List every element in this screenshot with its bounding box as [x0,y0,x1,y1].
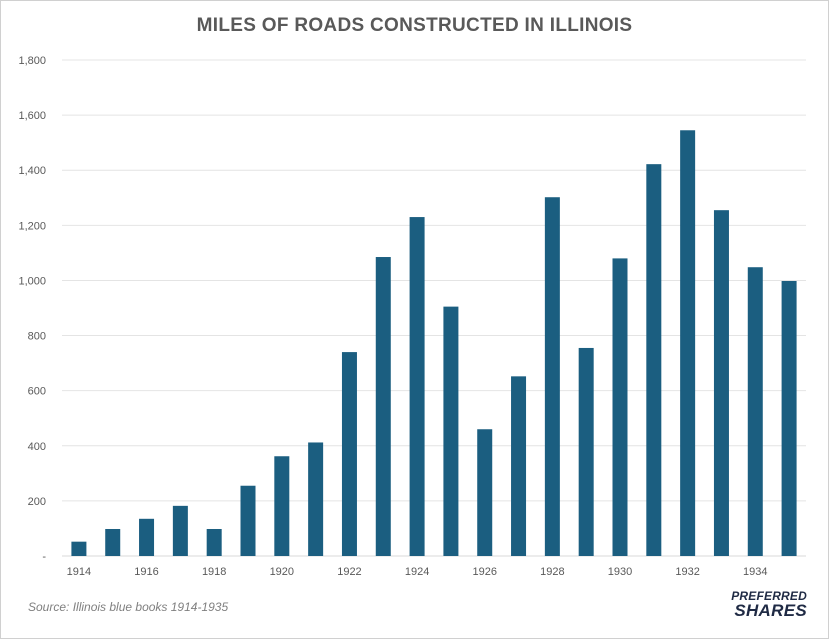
x-tick-label: 1922 [337,566,361,578]
bar-1927 [511,376,527,556]
x-tick-label: 1918 [202,566,226,578]
x-tick-label: 1930 [608,566,632,578]
x-tick-label: 1914 [67,566,91,578]
bar-1929 [578,347,594,556]
bar-1931 [646,164,662,556]
y-tick-label: 1,800 [18,55,46,67]
bar-1926 [477,429,493,556]
x-tick-label: 1924 [405,566,429,578]
source-note: Source: Illinois blue books 1914-1935 [28,600,229,614]
y-tick-label: 1,000 [18,275,46,287]
x-tick-label: 1934 [743,566,767,578]
y-tick-label: 1,400 [18,165,46,177]
bar-1934 [747,267,763,556]
x-tick-label: 1916 [134,566,158,578]
preferred-shares-logo: PREFERRED SHARES [731,590,807,619]
x-axis-ticks: 1914 1916 1918 1920 1922 1924 1926 1928 1930 1932… [67,566,768,578]
x-tick-label: 1932 [675,566,699,578]
bar-1917 [172,505,188,556]
y-tick-label: 600 [28,386,46,398]
y-axis-ticks: - 200 400 600 800 1,000 1,200 1,400 1,600 1,800 [18,55,46,563]
bar-1928 [544,197,560,556]
bar-1918 [206,528,222,556]
bar-1914 [71,541,87,556]
bar-1915 [105,528,121,556]
bar-1916 [139,518,155,556]
bar-1930 [612,258,628,556]
logo-line-preferred: PREFERRED [731,589,807,603]
x-tick-label: 1926 [472,566,496,578]
chart-title: MILES OF ROADS CONSTRUCTED IN ILLINOIS [196,15,633,36]
x-tick-label: 1920 [270,566,294,578]
bar-1925 [443,306,459,556]
bar-1921 [308,442,324,556]
y-tick-label: 800 [28,331,46,343]
logo-line-shares: SHARES [734,601,807,620]
bar-1922 [341,352,357,556]
bar-1919 [240,485,256,556]
y-tick-label: 400 [28,441,46,453]
bar-1932 [680,130,696,556]
bars [71,130,797,557]
bar-1924 [409,217,425,557]
y-tick-label: 1,600 [18,110,46,122]
bar-1920 [274,456,290,556]
y-tick-label: 1,200 [18,220,46,232]
x-tick-label: 1928 [540,566,564,578]
bar-1933 [713,210,729,556]
bar-1923 [375,257,391,556]
y-tick-label: 200 [28,496,46,508]
y-tick-label: - [42,551,46,563]
bar-1935 [781,280,797,556]
